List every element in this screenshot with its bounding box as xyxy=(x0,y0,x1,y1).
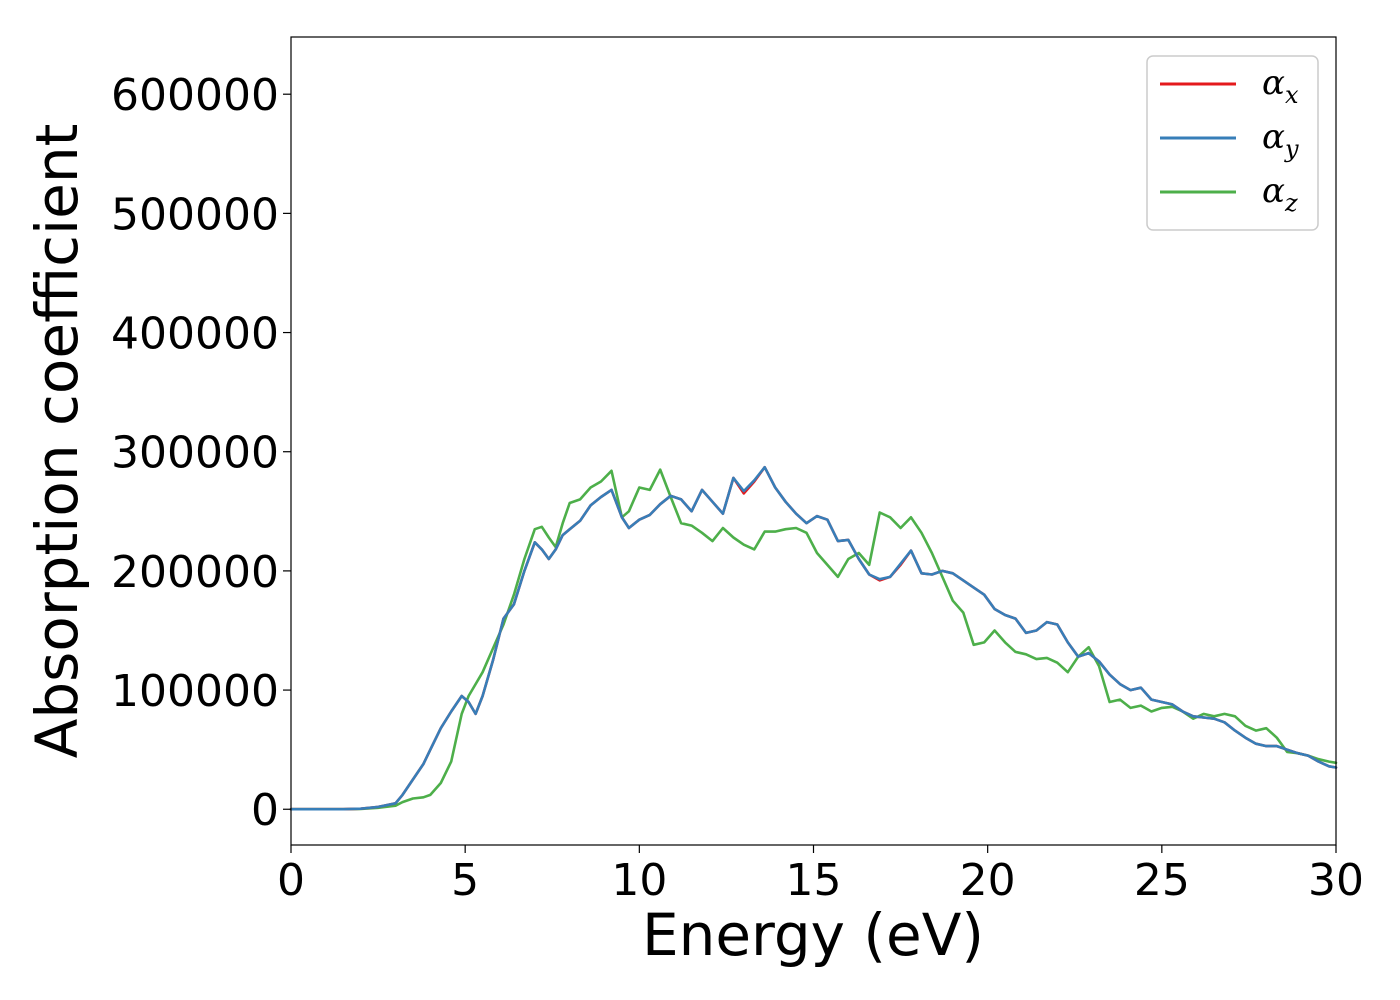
x-tick-label: 15 xyxy=(786,855,842,906)
x-tick-label: 5 xyxy=(451,855,479,906)
x-tick-label: 20 xyxy=(960,855,1016,906)
y-tick-label: 100000 xyxy=(111,666,279,717)
x-tick-label: 30 xyxy=(1308,855,1364,906)
y-axis-title: Absorption coefficient xyxy=(23,124,91,759)
x-tick-label: 0 xyxy=(277,855,305,906)
x-axis: 0 5 10 15 20 25 30 xyxy=(277,845,1364,906)
x-axis-title: Energy (eV) xyxy=(642,901,984,969)
legend-box xyxy=(1146,55,1319,231)
legend-label: αy xyxy=(1262,117,1299,163)
y-tick-label: 300000 xyxy=(111,428,279,479)
y-tick-label: 400000 xyxy=(111,309,279,360)
x-tick-label: 10 xyxy=(611,855,667,906)
series-line-αy xyxy=(289,465,1338,811)
y-tick-label: 0 xyxy=(251,785,279,836)
legend-label: αz xyxy=(1262,171,1298,217)
x-tick-label: 25 xyxy=(1134,855,1190,906)
y-tick-label: 600000 xyxy=(111,70,279,121)
series-line-αz xyxy=(289,468,1338,811)
legend: αx αy αz xyxy=(1146,55,1319,231)
y-tick-label: 500000 xyxy=(111,189,279,240)
legend-label: αx xyxy=(1262,63,1299,109)
series-layer xyxy=(289,465,1338,811)
y-axis: 0 100000 200000 300000 400000 500000 600000 xyxy=(111,70,291,836)
y-tick-label: 200000 xyxy=(111,547,279,598)
